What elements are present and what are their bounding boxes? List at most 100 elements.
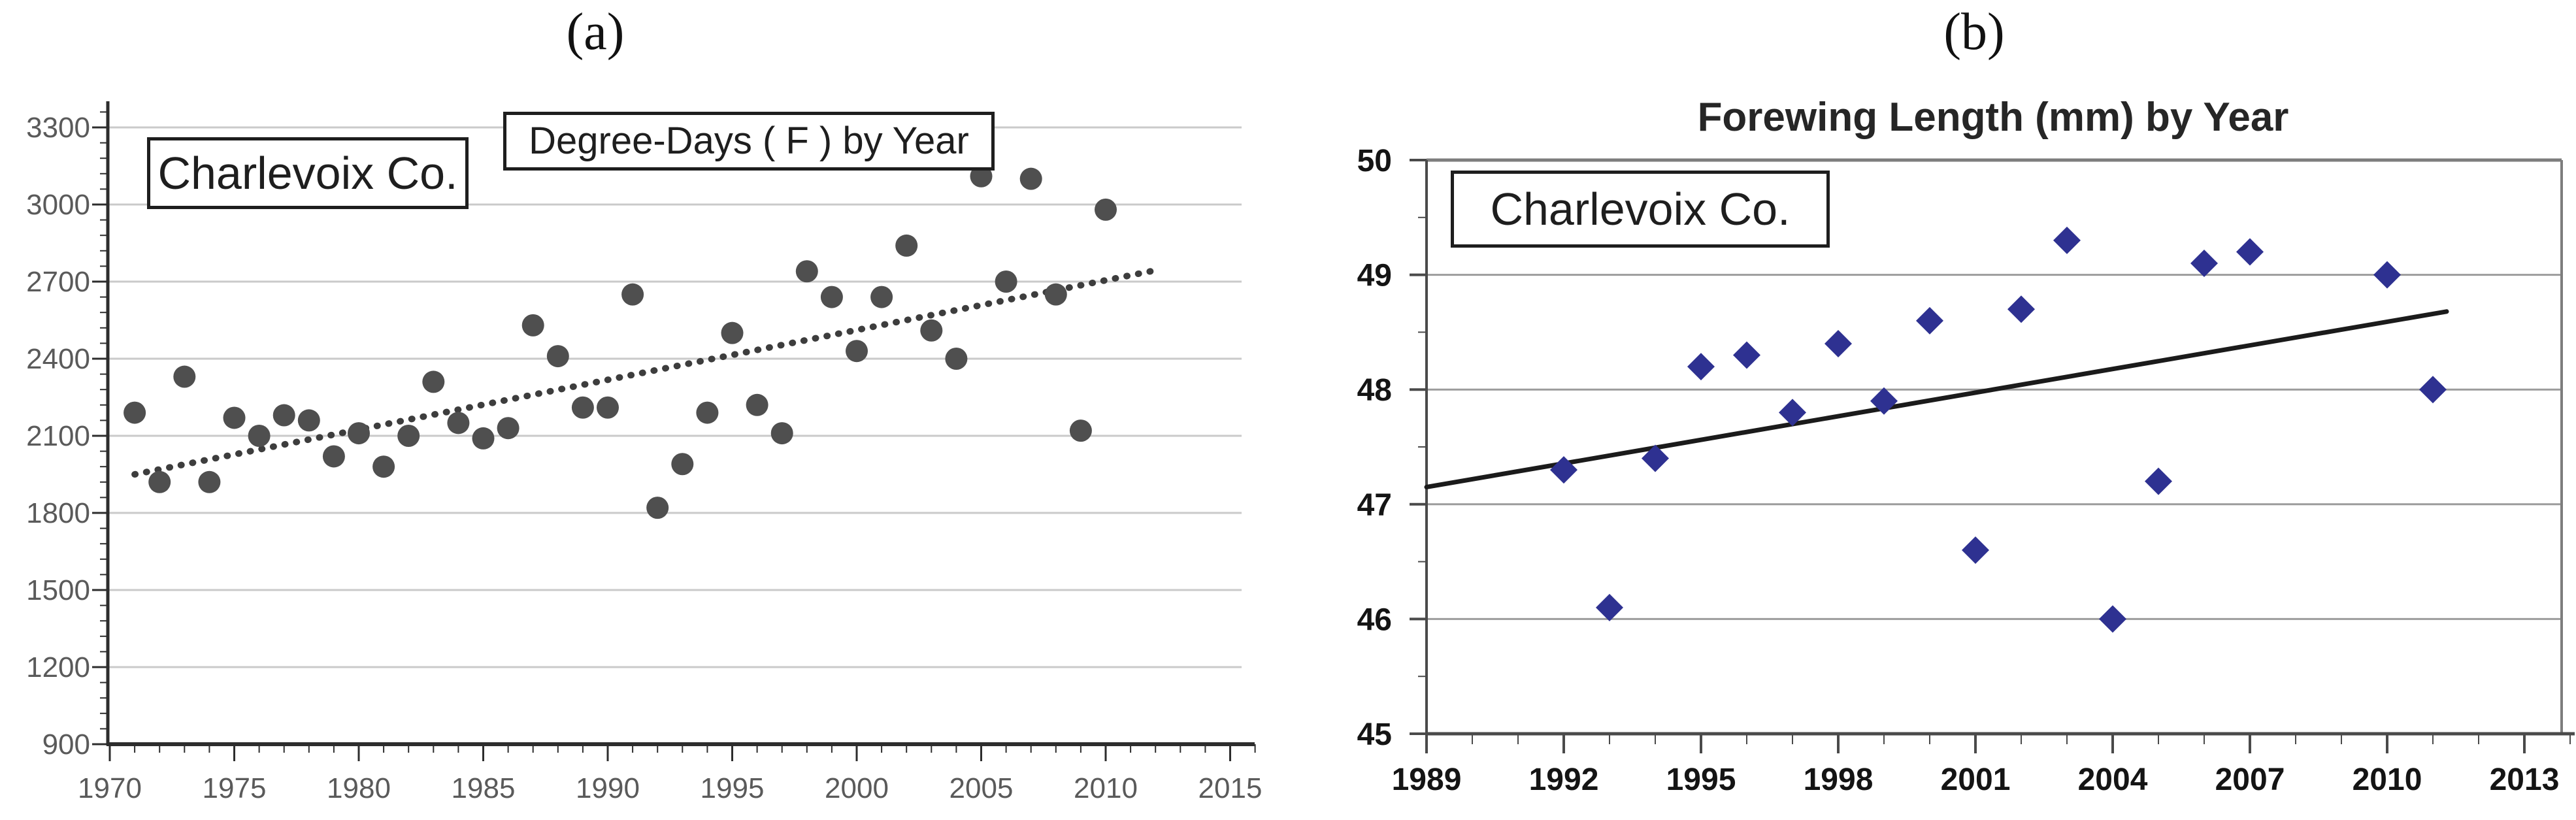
y-tick-label: 46 [1357,602,1392,637]
data-point [770,422,793,445]
trendline-solid [1424,309,2449,489]
data-point [272,404,295,427]
data-point [1642,444,1669,472]
data-point [1095,198,1117,221]
data-point [746,393,768,416]
data-point [198,470,221,493]
data-point [2419,376,2447,404]
data-point [148,470,171,493]
x-tick-label: 1980 [327,772,391,804]
data-point [2190,250,2218,278]
data-point [870,286,893,308]
y-tick-label: 2700 [26,266,90,298]
data-point [696,401,719,424]
data-point [397,425,420,447]
data-point [2053,226,2081,254]
y-tick-label: 49 [1357,259,1392,293]
data-point [348,422,370,445]
chart-b-title: Forewing Length (mm) by Year [1697,95,2289,140]
data-point [820,286,843,308]
y-tick-label: 45 [1357,717,1392,752]
data-point [945,348,968,370]
data-point [546,345,569,368]
data-point [1733,341,1760,369]
data-point [1550,456,1577,484]
data-point [1044,283,1067,306]
x-tick-label: 1992 [1529,763,1599,797]
x-tick-label: 2013 [2490,763,2560,797]
data-point [1916,306,1943,335]
data-point [124,401,146,424]
chart-b-annotation-box: Charlevoix Co. [1451,171,1830,248]
x-tick-label: 1985 [452,772,516,804]
data-point [447,412,470,435]
x-tick-label: 2005 [949,772,1014,804]
x-tick-label: 1990 [576,772,640,804]
data-point [1019,167,1042,190]
data-point [1870,387,1898,415]
data-point [671,453,694,476]
data-point [372,455,395,478]
x-tick-label: 1989 [1392,763,1462,797]
y-tick-label: 1200 [26,651,90,683]
data-point [2099,605,2126,633]
data-point [646,497,669,519]
data-point [497,417,520,440]
data-point [2145,467,2172,495]
data-point [1962,536,1989,565]
x-tick-label: 1995 [1666,763,1736,797]
data-point [521,314,544,336]
panel-b-label: (b) [1943,3,2005,61]
x-tick-label: 1998 [1804,763,1874,797]
y-tick-label: 3300 [26,112,90,144]
chart-a-title-box: Degree-Days ( F ) by Year [503,112,995,171]
chart-a-annotation-box: Charlevoix Co. [147,137,469,209]
y-tick-label: 3000 [26,189,90,221]
data-point [2007,295,2035,323]
data-point [2236,238,2264,266]
data-point [721,321,744,344]
chart-a-degree-days: 3300 3000 2700 2400 2100 1800 1500 1200 900 1970 1… [26,101,1262,804]
data-point [1779,399,1806,427]
x-tick-label: 2001 [1941,763,2011,797]
y-tick-label: 48 [1357,373,1392,408]
x-tick-label: 2015 [1198,772,1263,804]
data-point [571,396,594,419]
data-point [970,165,993,188]
data-point [597,396,619,419]
data-point [297,409,320,432]
data-point [920,319,943,342]
data-point [895,234,918,257]
y-tick-label: 2100 [26,420,90,452]
trendline-dotted [131,268,1154,478]
y-tick-label: 47 [1357,488,1392,523]
x-tick-label: 1975 [203,772,267,804]
data-point [223,406,246,429]
data-point [2373,261,2401,289]
data-point [621,283,644,306]
data-point [1596,593,1623,621]
data-point [1825,329,1852,357]
x-tick-label: 2004 [2078,763,2148,797]
x-tick-label: 2007 [2215,763,2285,797]
x-tick-label: 2010 [2353,763,2422,797]
y-tick-label: 1800 [26,497,90,529]
y-tick-label: 1500 [26,574,90,606]
panel-a-label: (a) [566,3,625,61]
x-tick-label: 2010 [1074,772,1138,804]
x-tick-label: 2000 [825,772,889,804]
y-tick-label: 2400 [26,343,90,375]
y-tick-label: 50 [1357,144,1392,178]
data-point [173,365,196,388]
data-point [846,340,868,363]
y-tick-label: 900 [42,729,90,761]
data-point [995,271,1017,293]
data-point [472,427,495,450]
data-point [422,370,445,393]
data-point [322,445,345,468]
x-tick-label: 1970 [78,772,142,804]
x-tick-label: 1995 [701,772,765,804]
data-point [1687,353,1715,381]
data-point [795,260,818,283]
